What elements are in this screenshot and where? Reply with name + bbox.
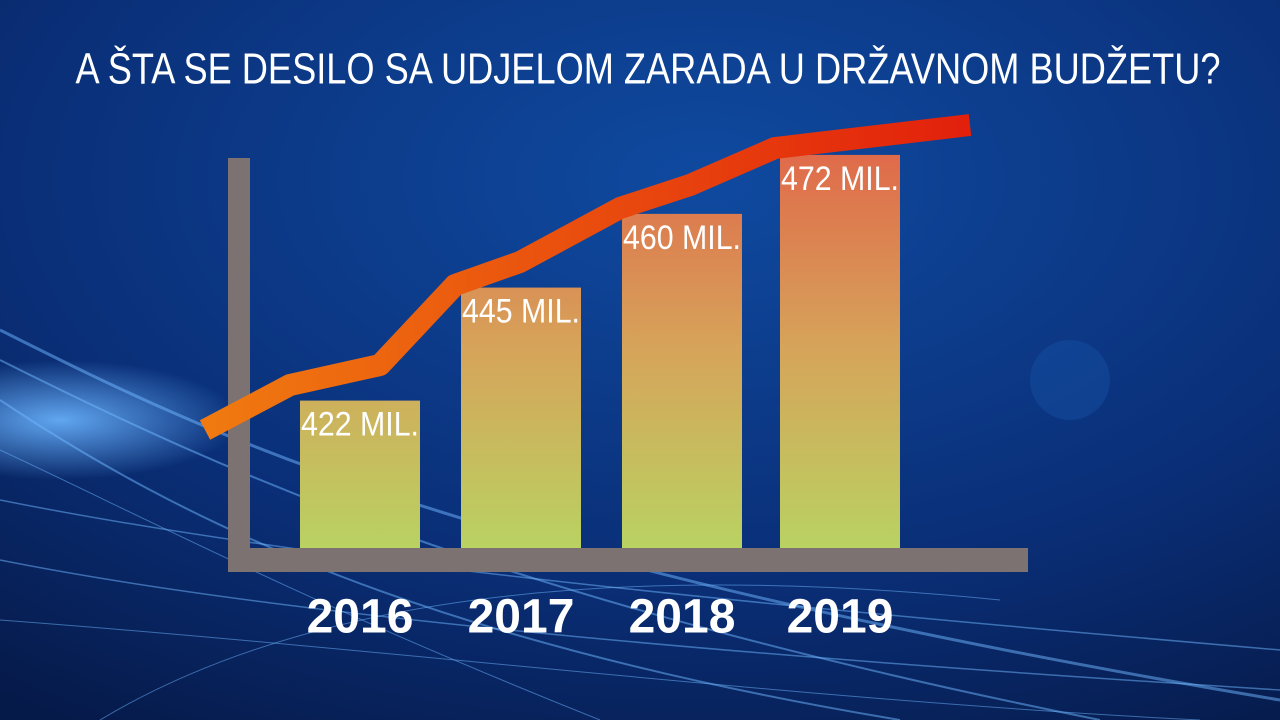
bar bbox=[461, 287, 581, 548]
y-axis bbox=[228, 158, 250, 558]
bar bbox=[780, 154, 900, 548]
x-axis bbox=[228, 548, 1028, 572]
x-tick-label: 2018 bbox=[629, 591, 736, 644]
x-tick-label: 2017 bbox=[468, 591, 575, 644]
bar bbox=[300, 400, 420, 548]
value-label: 422 MIL. bbox=[301, 406, 419, 444]
value-label: 460 MIL. bbox=[623, 219, 741, 257]
x-tick-label: 2019 bbox=[787, 591, 894, 644]
x-tick-label: 2016 bbox=[307, 591, 414, 644]
chart-title: A ŠTA SE DESILO SA UDJELOM ZARADA U DRŽA… bbox=[76, 44, 1221, 94]
bar bbox=[622, 213, 742, 549]
value-label: 472 MIL. bbox=[781, 160, 899, 198]
trend-line bbox=[199, 114, 972, 440]
value-label: 445 MIL. bbox=[462, 293, 580, 331]
